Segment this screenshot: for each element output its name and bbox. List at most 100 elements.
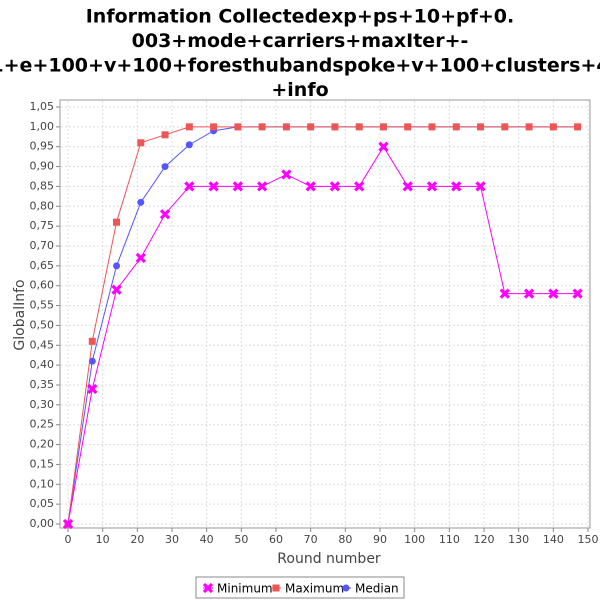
x-tick-label: 90 — [373, 533, 387, 546]
chart-title: 003+mode+carriers+maxIter+- — [132, 30, 469, 52]
point — [62, 518, 74, 530]
point — [355, 123, 363, 131]
chart-title: Information Collectedexp+ps+10+pf+0. — [86, 6, 515, 28]
y-tick-label: 0,35 — [30, 378, 55, 391]
point — [210, 123, 218, 131]
y-tick-label: 0,55 — [30, 299, 55, 312]
point — [113, 218, 121, 226]
point — [282, 123, 290, 131]
x-tick-label: 30 — [165, 533, 179, 546]
point — [137, 139, 145, 147]
point — [378, 141, 389, 152]
legend-marker — [272, 584, 280, 592]
x-tick-label: 50 — [234, 533, 248, 546]
point — [305, 181, 316, 192]
point — [185, 123, 193, 131]
x-tick-label: 0 — [65, 533, 72, 546]
y-tick-label: 0,15 — [30, 457, 55, 470]
series-line — [67, 126, 578, 525]
y-tick-label: 0,95 — [30, 140, 55, 153]
point — [549, 123, 557, 131]
point — [428, 123, 436, 131]
point — [258, 123, 266, 131]
chart-title: +info — [271, 79, 328, 101]
point — [475, 181, 486, 192]
point — [548, 288, 559, 299]
x-tick-label: 110 — [439, 533, 460, 546]
y-tick-label: 0,25 — [30, 418, 55, 431]
y-tick-label: 0,70 — [30, 239, 55, 252]
point — [159, 209, 171, 220]
y-tick-label: 0,90 — [30, 160, 55, 173]
point — [523, 288, 535, 299]
x-tick-label: 130 — [508, 533, 529, 546]
point — [87, 383, 98, 395]
y-tick-label: 0,10 — [30, 477, 55, 490]
y-tick-label: 1,00 — [30, 120, 55, 133]
point — [525, 123, 533, 131]
point — [499, 288, 510, 299]
point — [234, 123, 242, 131]
point — [88, 357, 96, 365]
point — [354, 181, 365, 192]
y-tick-label: 0,60 — [30, 279, 55, 292]
point — [184, 181, 195, 192]
point — [574, 123, 582, 131]
y-tick-label: 0,05 — [30, 497, 55, 510]
y-tick-label: 0,30 — [30, 398, 55, 411]
legend-label: Maximum — [285, 582, 344, 596]
legend-label: Median — [355, 582, 399, 596]
point — [232, 181, 243, 192]
point — [161, 163, 169, 171]
point — [402, 181, 413, 192]
point — [501, 123, 509, 131]
x-tick-label: 80 — [338, 533, 352, 546]
point — [307, 123, 315, 131]
point — [257, 181, 268, 192]
point — [161, 131, 169, 139]
y-tick-label: 0,45 — [30, 338, 55, 351]
point — [111, 284, 122, 295]
point — [452, 123, 460, 131]
x-tick-label: 140 — [543, 533, 564, 546]
point — [477, 123, 485, 131]
point — [426, 181, 438, 192]
x-tick-label: 70 — [304, 533, 318, 546]
point — [572, 288, 583, 299]
x-tick-label: 120 — [474, 533, 495, 546]
point — [185, 141, 193, 149]
y-tick-label: 0,40 — [30, 358, 55, 371]
series-line — [67, 145, 578, 525]
y-axis-label: GlobalInfo — [12, 279, 28, 350]
y-tick-label: 0,20 — [30, 438, 55, 451]
x-axis-label: Round number — [277, 551, 381, 567]
legend-box — [195, 576, 405, 599]
legend-label: Minimum — [217, 582, 273, 596]
point — [379, 123, 387, 131]
plot-area — [59, 99, 591, 529]
point — [281, 169, 292, 180]
point — [331, 123, 339, 131]
x-tick-label: 40 — [200, 533, 214, 546]
chart-title: 1+e+100+v+100+foresthubandspoke+v+100+cl… — [0, 55, 600, 77]
y-tick-label: 0,80 — [30, 199, 55, 212]
y-tick-label: 0,85 — [30, 179, 55, 192]
y-tick-label: 0,65 — [30, 259, 55, 272]
y-tick-label: 0,50 — [30, 318, 55, 331]
x-tick-label: 20 — [130, 533, 144, 546]
point — [451, 181, 462, 192]
x-tick-label: 100 — [404, 533, 425, 546]
y-tick-label: 1,05 — [30, 100, 55, 113]
point — [88, 337, 96, 345]
legend-marker — [202, 582, 214, 594]
point — [208, 181, 219, 192]
x-tick-label: 10 — [96, 533, 110, 546]
point — [135, 252, 146, 264]
x-tick-label: 150 — [578, 533, 599, 546]
legend-marker — [342, 584, 350, 592]
point — [137, 198, 145, 206]
point — [113, 262, 121, 270]
y-tick-label: 0,00 — [30, 517, 55, 530]
point — [329, 181, 341, 192]
